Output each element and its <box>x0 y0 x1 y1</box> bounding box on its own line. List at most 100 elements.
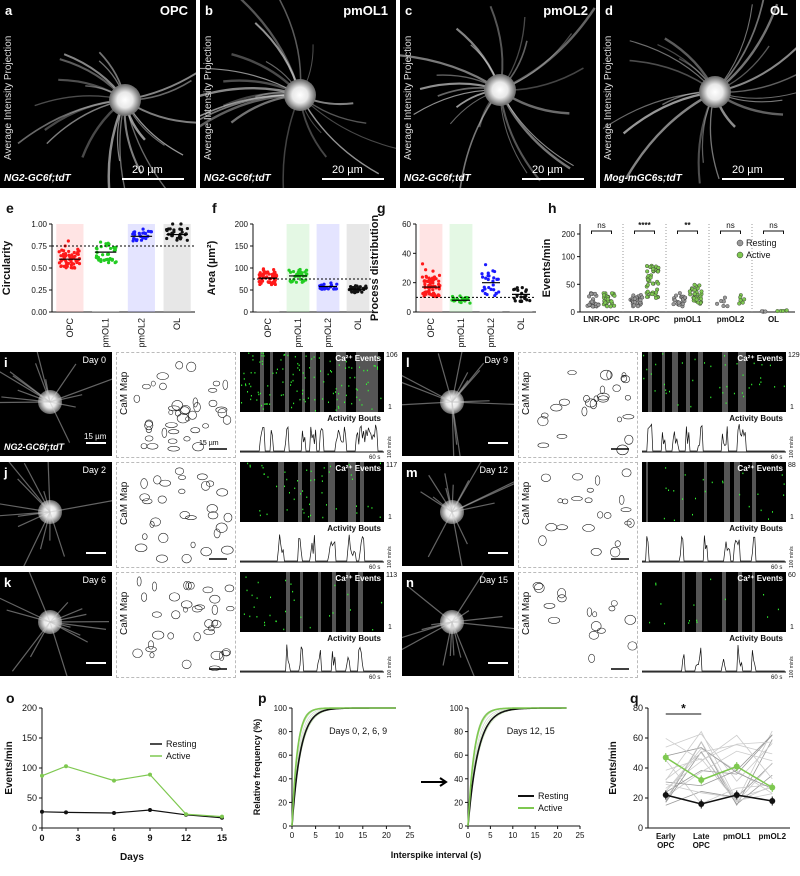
event-dot <box>693 604 695 606</box>
roi <box>211 620 222 629</box>
process <box>0 401 51 404</box>
roi <box>226 605 235 612</box>
data-point <box>297 271 301 275</box>
x-category-label: OL <box>516 318 526 330</box>
ca-events-raster: Ca²⁺ Events <box>240 352 384 412</box>
data-point <box>481 289 485 293</box>
event-dot <box>254 372 256 374</box>
cdf-active <box>467 707 567 827</box>
cam-map: CaM Map <box>518 462 638 568</box>
event-dot <box>325 504 327 506</box>
event-dot <box>313 356 315 358</box>
event-dot <box>335 409 337 411</box>
bout-band <box>346 572 350 632</box>
y-tick-label: 150 <box>22 733 37 743</box>
mean-point <box>733 763 740 770</box>
y-tick-label: 60 <box>633 733 643 743</box>
data-point <box>632 300 637 305</box>
process <box>451 572 485 623</box>
bout-band <box>260 352 264 412</box>
raster <box>241 352 382 412</box>
ca-events-raster: Ca²⁺ Events <box>642 572 786 632</box>
panel-letter-f: f <box>212 200 217 216</box>
process <box>402 621 453 639</box>
roi <box>606 370 612 380</box>
event-dot <box>379 516 381 518</box>
data-point <box>683 295 688 300</box>
y-tick-label: 0.00 <box>31 308 47 317</box>
event-dot <box>696 621 698 624</box>
data-point <box>114 245 118 250</box>
sig-label: * <box>681 702 686 716</box>
data-point <box>133 230 137 234</box>
process <box>449 621 453 657</box>
roi <box>211 604 218 616</box>
roi-count-max: 129 <box>788 352 800 359</box>
event-dot <box>252 359 254 361</box>
roi <box>207 625 215 632</box>
x-tick-label: 25 <box>406 831 415 840</box>
event-dot <box>332 392 334 395</box>
roi <box>132 648 143 658</box>
raster <box>643 352 785 412</box>
process <box>17 389 51 403</box>
event-dot <box>371 507 373 509</box>
data-point <box>596 302 601 307</box>
category-shade <box>479 224 503 312</box>
x-category-label: OPC <box>693 841 711 850</box>
scale-bar-label: 15 µm <box>199 440 219 447</box>
event-dot <box>760 509 762 512</box>
individual-line <box>665 759 773 805</box>
raster <box>243 572 383 632</box>
roi <box>567 370 577 376</box>
process <box>49 378 112 403</box>
scale-bar <box>86 662 106 664</box>
data-point <box>492 288 496 292</box>
roi <box>200 547 212 557</box>
activity-bouts-label: Activity Bouts <box>327 524 381 533</box>
process <box>451 621 514 630</box>
event-dot <box>684 474 686 476</box>
roi-outlines <box>537 369 635 456</box>
data-point <box>101 253 105 257</box>
data-point <box>429 277 433 282</box>
data-point <box>605 304 610 309</box>
day-label: Day 6 <box>82 575 106 585</box>
event-dot <box>321 492 323 494</box>
event-dot <box>305 355 307 357</box>
data-point <box>297 268 301 272</box>
data-point <box>496 277 500 281</box>
data-point <box>676 300 681 305</box>
data-point <box>141 227 145 231</box>
x-tick-label: 20 <box>382 831 391 840</box>
data-point <box>437 282 441 286</box>
micrograph-pmol2: c pmOL2 Average Intensity Projection NG2-GC… <box>400 0 596 188</box>
data-point <box>432 277 436 282</box>
process <box>451 484 454 513</box>
event-dot <box>336 398 338 401</box>
event-dot <box>248 352 250 355</box>
event-dot <box>771 511 773 513</box>
bout-band <box>646 462 648 522</box>
event-dot <box>286 478 288 481</box>
ca-events-label: Ca²⁺ Events <box>737 574 783 583</box>
data-point <box>350 290 354 294</box>
roi <box>626 518 635 528</box>
days-note: Days 0, 2, 6, 9 <box>329 726 387 736</box>
process <box>407 585 453 623</box>
mean-point <box>769 784 776 791</box>
data-point <box>487 285 491 290</box>
event-dot <box>249 615 251 618</box>
data-point <box>492 269 497 274</box>
data-point <box>329 281 333 285</box>
data-point <box>272 279 276 283</box>
data-point <box>431 287 435 292</box>
y-tick-label: 200 <box>22 703 37 713</box>
raster <box>247 462 381 522</box>
roi <box>213 528 221 539</box>
process <box>451 502 495 513</box>
event-dot <box>302 508 304 511</box>
data-point <box>112 778 116 783</box>
x-category-label: pmOL1 <box>723 832 751 841</box>
